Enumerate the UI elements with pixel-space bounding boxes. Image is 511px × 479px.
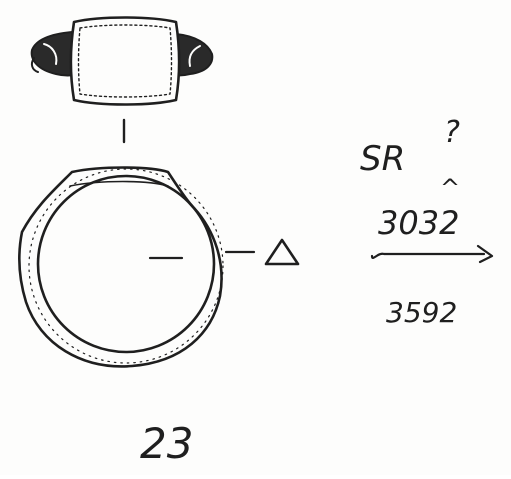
ring-bezel-top-view [30,16,214,106]
number-upper: 3032 [378,204,459,242]
ring-front-view [18,166,224,368]
caret-mark: ^ [440,174,460,202]
underline-arrow [370,244,494,264]
number-lower: 3592 [386,296,457,329]
query-mark: ? [444,115,460,150]
triangle-section-icon [264,238,300,266]
figure-number: 23 [140,419,193,468]
series-label: SR [360,139,405,179]
